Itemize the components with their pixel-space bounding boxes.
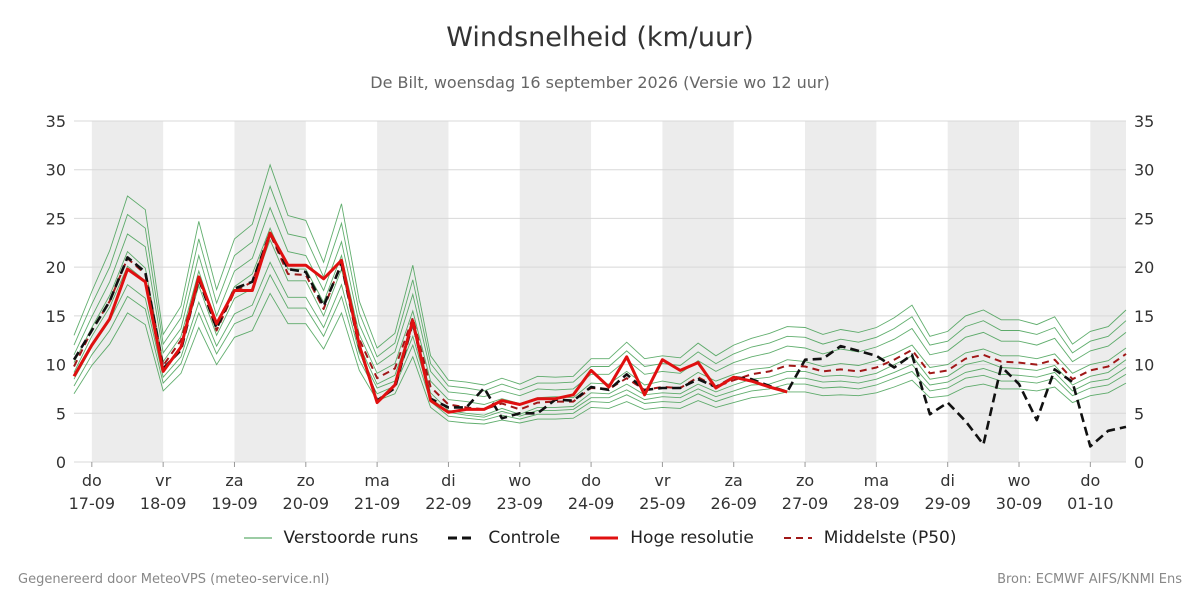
- x-tick-day: di: [441, 471, 456, 490]
- x-tick-date: 21-09: [354, 494, 401, 513]
- legend-swatch-control: [448, 536, 477, 540]
- ensemble-member-line: [73, 227, 1127, 405]
- x-tick-date: 01-10: [1067, 494, 1114, 513]
- y-tick-label-right: 35: [1134, 112, 1154, 131]
- x-tick-day: vr: [654, 471, 670, 490]
- ensemble-member-line: [73, 292, 1127, 425]
- y-tick-label-left: 30: [46, 161, 66, 180]
- y-tick-label-left: 10: [46, 356, 66, 375]
- x-tick-day: za: [725, 471, 743, 490]
- y-tick-label-right: 5: [1134, 404, 1144, 423]
- legend-label-highres: Hoge resolutie: [630, 528, 754, 548]
- ensemble-member-line: [73, 261, 1127, 418]
- x-tick-day: di: [940, 471, 955, 490]
- legend-swatch-highres: [590, 536, 619, 540]
- y-tick-label-right: 0: [1134, 453, 1144, 472]
- y-tick-label-right: 15: [1134, 307, 1154, 326]
- legend-item-ensemble: Verstoorde runs: [243, 528, 419, 548]
- legend-swatch-ensemble: [243, 537, 272, 539]
- x-tick-day: do: [581, 471, 601, 490]
- x-tick-day: do: [82, 471, 102, 490]
- x-tick-date: 27-09: [782, 494, 829, 513]
- x-tick-date: 22-09: [425, 494, 472, 513]
- footer-source: Bron: ECMWF AIFS/KNMI Ens: [997, 572, 1182, 587]
- x-tick-date: 19-09: [211, 494, 258, 513]
- chart-title: Windsnelheid (km/uur): [446, 22, 754, 53]
- legend-label-control: Controle: [488, 528, 561, 548]
- x-tick-day: ma: [364, 471, 389, 490]
- shaded-band: [91, 121, 164, 462]
- x-tick-date: 24-09: [568, 494, 615, 513]
- x-tick-date: 18-09: [140, 494, 187, 513]
- legend-item-control: Controle: [448, 528, 560, 548]
- legend-swatch-median: [783, 537, 812, 539]
- y-tick-label-left: 20: [46, 258, 66, 277]
- x-tick-day: wo: [508, 471, 531, 490]
- x-tick-date: 28-09: [853, 494, 900, 513]
- y-tick-label-left: 0: [56, 453, 66, 472]
- x-tick-day: wo: [1008, 471, 1031, 490]
- ensemble-member-line: [73, 163, 1127, 386]
- chart-subtitle: De Bilt, woensdag 16 september 2026 (Ver…: [370, 73, 830, 92]
- y-tick-label-right: 10: [1134, 356, 1154, 375]
- x-tick-date: 20-09: [283, 494, 330, 513]
- x-tick-day: zo: [297, 471, 315, 490]
- y-tick-label-left: 25: [46, 209, 66, 228]
- x-tick-day: ma: [864, 471, 889, 490]
- x-tick-date: 17-09: [69, 494, 116, 513]
- y-tick-label-right: 20: [1134, 258, 1154, 277]
- y-tick-label-left: 15: [46, 307, 66, 326]
- x-tick-date: 29-09: [924, 494, 971, 513]
- highres-line: [72, 231, 788, 414]
- legend-item-highres: Hoge resolutie: [590, 528, 754, 548]
- x-tick-day: do: [1080, 471, 1100, 490]
- x-tick-date: 30-09: [996, 494, 1043, 513]
- x-tick-date: 23-09: [497, 494, 544, 513]
- x-tick-date: 25-09: [639, 494, 686, 513]
- shaded-band: [377, 121, 449, 462]
- shaded-band: [947, 121, 1020, 462]
- y-tick-label-right: 30: [1134, 161, 1154, 180]
- chart-legend: Verstoorde runs Controle Hoge resolutie …: [0, 528, 1200, 548]
- shaded-band: [805, 121, 877, 462]
- y-tick-label-right: 25: [1134, 209, 1154, 228]
- shaded-band: [662, 121, 734, 462]
- shaded-band: [519, 121, 592, 462]
- ensemble-member-line: [73, 206, 1127, 398]
- x-tick-date: 26-09: [710, 494, 757, 513]
- x-tick-day: vr: [155, 471, 171, 490]
- ensemble-member-line: [73, 273, 1127, 421]
- legend-label-median: Middelste (P50): [823, 528, 957, 548]
- y-tick-label-left: 5: [56, 404, 66, 423]
- legend-item-median: Middelste (P50): [783, 528, 957, 548]
- y-tick-label-left: 35: [46, 112, 66, 131]
- footer-generated: Gegenereerd door MeteoVPS (meteo-service…: [18, 572, 330, 587]
- shaded-band: [1090, 121, 1126, 462]
- ensemble-member-line: [73, 184, 1127, 392]
- legend-label-ensemble: Verstoorde runs: [283, 528, 419, 548]
- x-tick-day: za: [225, 471, 243, 490]
- control-line: [72, 231, 1127, 448]
- x-tick-day: zo: [796, 471, 814, 490]
